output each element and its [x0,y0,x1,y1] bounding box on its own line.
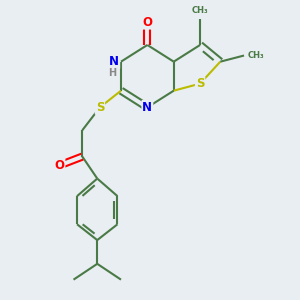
Text: O: O [142,16,152,28]
Text: O: O [55,159,64,172]
Text: N: N [142,101,152,114]
Text: S: S [196,77,204,90]
Text: N: N [109,55,119,68]
Text: CH₃: CH₃ [248,51,264,60]
Text: CH₃: CH₃ [192,6,208,15]
Text: S: S [96,101,104,114]
Text: H: H [108,68,116,78]
